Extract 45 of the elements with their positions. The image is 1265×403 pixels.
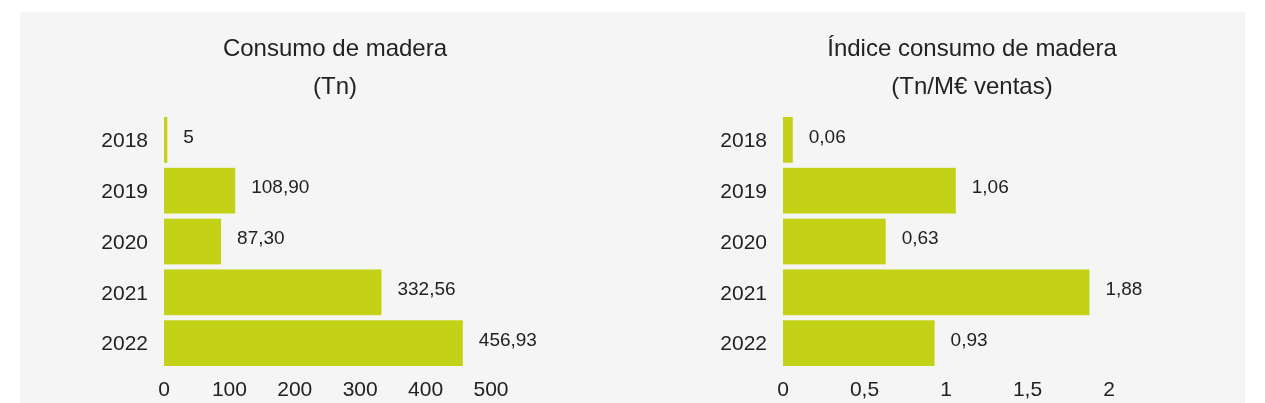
- bar: [164, 167, 236, 214]
- data-label: 0,06: [808, 125, 846, 147]
- data-label: 5: [183, 125, 194, 147]
- data-label: 456,93: [478, 328, 537, 350]
- x-tick-label: 2: [1103, 377, 1115, 400]
- chart-title: Índice consumo de madera: [827, 34, 1118, 61]
- data-label: 1,06: [971, 176, 1009, 198]
- x-tick-label: 200: [277, 377, 313, 400]
- data-label: 0,93: [950, 328, 988, 350]
- bar: [164, 320, 463, 366]
- chart-title: Consumo de madera: [222, 34, 448, 61]
- x-tick-label: 0,5: [849, 377, 880, 400]
- bar: [783, 117, 793, 163]
- y-tick-label: 2022: [720, 331, 767, 355]
- y-tick-label: 2022: [101, 331, 148, 355]
- data-label: 332,56: [397, 277, 456, 299]
- x-tick-label: 1: [940, 377, 952, 400]
- data-label: 0,63: [901, 227, 939, 249]
- data-label: 108,90: [251, 176, 310, 198]
- chart-subtitle: (Tn): [313, 72, 357, 99]
- y-tick-label: 2019: [101, 179, 148, 203]
- y-tick-label: 2021: [101, 280, 148, 304]
- y-tick-label: 2019: [720, 179, 767, 203]
- data-label: 87,30: [237, 227, 285, 249]
- x-tick-label: 0: [158, 377, 170, 400]
- x-tick-label: 100: [211, 377, 247, 400]
- y-tick-label: 2021: [720, 280, 767, 304]
- y-tick-label: 2018: [101, 128, 148, 152]
- x-tick-label: 0: [777, 377, 789, 400]
- bar: [783, 167, 956, 214]
- y-tick-label: 2020: [101, 229, 148, 253]
- y-tick-label: 2020: [720, 229, 767, 253]
- x-tick-label: 400: [408, 377, 444, 400]
- x-tick-label: 500: [473, 377, 509, 400]
- bar: [164, 269, 382, 316]
- data-label: 1,88: [1105, 277, 1143, 299]
- bar: [164, 117, 168, 163]
- chart-subtitle: (Tn/M€ ventas): [891, 72, 1053, 99]
- y-tick-label: 2018: [720, 128, 767, 152]
- x-tick-label: 1,5: [1012, 377, 1043, 400]
- x-tick-label: 300: [342, 377, 378, 400]
- bar: [783, 269, 1090, 316]
- bar: [783, 218, 886, 265]
- bar: [783, 320, 935, 366]
- bar: [164, 218, 222, 265]
